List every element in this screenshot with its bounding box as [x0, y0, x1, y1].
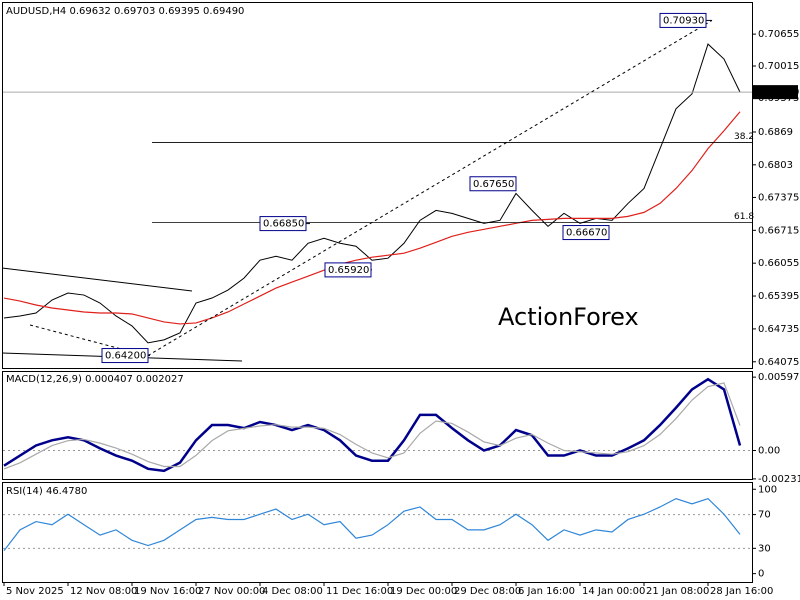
annotation-box [659, 12, 707, 28]
y-tick-label: 70 [758, 510, 771, 521]
y-tick-label: 0.00 [758, 445, 780, 456]
annotation-label: 0.70930 [663, 15, 704, 26]
annotation-label: 0.66670 [566, 228, 607, 239]
fib-label: 38.2 [734, 132, 754, 142]
annotation-label: 0.67650 [473, 179, 514, 190]
series-line [3, 382, 741, 470]
x-tick-label: 19 Nov 16:00 [134, 586, 201, 597]
y-tick-label: 0.6803 [758, 160, 793, 171]
series-line [3, 43, 741, 344]
y-tick-label: 100 [758, 484, 777, 495]
y-tick-label: -0.00231 [758, 474, 800, 485]
macd-title: MACD(12,26,9) 0.000407 0.002027 [6, 374, 184, 385]
y-tick-label: 0.70655 [758, 29, 799, 40]
x-tick-label: 27 Nov 00:00 [198, 586, 265, 597]
y-tick-label: 0.64735 [758, 324, 799, 335]
annotation-box [469, 176, 517, 192]
annotation-label: 0.64200 [105, 351, 146, 362]
y-tick-label: 0.70015 [758, 61, 799, 72]
annotation-box [101, 348, 149, 364]
x-tick-label: 21 Jan 08:00 [646, 586, 709, 597]
rsi-panel [2, 482, 753, 583]
x-tick-label: 6 Jan 16:00 [518, 586, 575, 597]
x-tick-label: 5 Nov 2025 [6, 586, 64, 597]
annotation-label: 0.66850 [263, 219, 304, 230]
series-line [3, 111, 741, 325]
price-panel [2, 2, 753, 369]
annotation-box [562, 225, 610, 241]
channel-line [29, 324, 149, 357]
x-tick-label: 28 Jan 16:00 [710, 586, 773, 597]
chart-title: AUDUSD,H4 0.69632 0.69703 0.69395 0.6949… [6, 6, 244, 17]
trend-line [147, 19, 713, 356]
y-tick-label: 0.005971 [758, 372, 800, 383]
y-tick-label: 30 [758, 543, 771, 554]
x-tick-label: 12 Nov 08:00 [70, 586, 137, 597]
channel-line [1, 267, 193, 292]
macd-panel [2, 371, 753, 480]
x-tick-label: 14 Jan 00:00 [582, 586, 645, 597]
y-tick-label: 0 [758, 569, 764, 580]
y-tick-label: 0.67375 [758, 192, 799, 203]
x-tick-label: 19 Dec 00:00 [390, 586, 457, 597]
rsi-title: RSI(14) 46.4780 [6, 486, 87, 497]
fib-label: 61.8 [734, 212, 754, 222]
annotation-label: 0.65920 [328, 265, 369, 276]
y-tick-label: 0.66715 [758, 225, 799, 236]
watermark: ActionForex [498, 303, 639, 331]
annotation-box [324, 262, 372, 278]
annotation-box [259, 216, 307, 232]
y-tick-label: 0.6869 [758, 127, 793, 138]
x-tick-label: 29 Dec 08:00 [454, 586, 521, 597]
y-tick-label: 0.64075 [758, 357, 799, 368]
y-tick-label: 0.65395 [758, 291, 799, 302]
y-tick-label: 0.66055 [758, 258, 799, 269]
x-tick-label: 4 Dec 08:00 [262, 586, 323, 597]
x-tick-label: 11 Dec 16:00 [326, 586, 393, 597]
last-price-box [753, 85, 798, 100]
last-price-label: 0.69490 [758, 87, 799, 98]
series-line [3, 497, 741, 552]
